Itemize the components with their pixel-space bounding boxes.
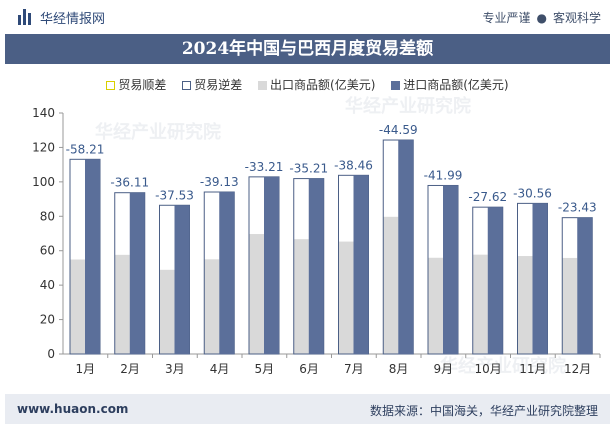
balance-data-label: -38.46	[334, 158, 373, 172]
import-bar	[85, 159, 100, 354]
legend-item-export: 出口商品额(亿美元)	[258, 76, 375, 93]
export-bar	[472, 254, 488, 354]
legend-swatch-surplus	[106, 81, 116, 90]
x-tick-label: 6月	[299, 362, 319, 376]
y-tick-label: 80	[40, 209, 55, 223]
y-tick-label: 140	[32, 106, 55, 120]
legend-label: 贸易逆差	[194, 78, 243, 92]
export-bar	[517, 256, 533, 354]
x-tick-label: 7月	[344, 362, 364, 376]
balance-data-label: -33.21	[245, 160, 284, 174]
legend-label: 贸易顺差	[118, 78, 167, 92]
legend-label: 进口商品额(亿美元)	[403, 78, 509, 92]
legend-item-import: 进口商品额(亿美元)	[391, 76, 509, 93]
balance-data-label: -39.13	[200, 175, 239, 189]
export-bar	[383, 216, 399, 354]
export-bar	[338, 241, 354, 354]
x-tick-label: 2月	[120, 362, 140, 376]
import-bar	[264, 176, 279, 354]
export-bar	[428, 257, 443, 354]
x-tick-label: 10月	[474, 362, 501, 376]
y-tick-label: 60	[40, 244, 55, 258]
balance-data-label: -27.62	[468, 190, 507, 204]
legend-swatch-import	[391, 81, 401, 90]
import-bar	[174, 205, 190, 354]
x-tick-label: 4月	[210, 362, 230, 376]
dot-separator-icon: ●	[536, 11, 547, 25]
balance-data-label: -30.56	[513, 186, 552, 200]
x-tick-label: 11月	[519, 362, 546, 376]
balance-data-label: -37.53	[155, 188, 194, 202]
export-bar	[562, 257, 578, 354]
export-bar	[70, 259, 85, 354]
chart-legend: 贸易顺差 贸易逆差 出口商品额(亿美元) 进口商品额(亿美元)	[0, 76, 615, 93]
legend-item-deficit: 贸易逆差	[182, 76, 242, 93]
y-tick-label: 120	[32, 140, 55, 154]
import-bar	[443, 185, 458, 354]
top-bar: 华经情报网 专业严谨 ● 客观科学	[0, 0, 615, 34]
export-bar	[114, 254, 130, 354]
balance-data-label: -44.59	[379, 123, 418, 137]
tagline: 专业严谨 ● 客观科学	[482, 9, 601, 26]
balance-data-label: -36.11	[110, 176, 149, 190]
chart-title: 2024年中国与巴西月度贸易差额	[5, 34, 610, 64]
legend-swatch-export	[258, 81, 268, 90]
y-tick-label: 0	[47, 347, 55, 361]
import-bar	[219, 192, 235, 354]
import-bar	[398, 140, 414, 354]
export-bar	[204, 259, 220, 354]
watermark: 华经产业研究院	[345, 96, 471, 117]
x-tick-label: 1月	[76, 362, 96, 376]
y-tick-label: 40	[40, 278, 55, 292]
balance-data-label: -41.99	[424, 168, 463, 182]
data-source: 数据来源：中国海关，华经产业研究院整理	[369, 404, 598, 418]
site-name: 华经情报网	[40, 12, 106, 27]
balance-data-label: -58.21	[66, 142, 105, 156]
watermark: 华经产业研究院	[95, 122, 221, 143]
import-bar	[129, 192, 145, 354]
import-bar	[308, 178, 324, 354]
tagline-left: 专业严谨	[482, 11, 531, 25]
footer-url[interactable]: www.huaon.com	[17, 402, 129, 416]
x-tick-label: 8月	[389, 362, 409, 376]
import-bar	[353, 175, 369, 354]
x-tick-label: 3月	[165, 362, 185, 376]
legend-swatch-deficit	[182, 81, 192, 90]
logo-icon	[18, 9, 32, 25]
x-tick-label: 5月	[255, 362, 275, 376]
balance-data-label: -23.43	[558, 201, 597, 215]
export-bar	[293, 239, 309, 354]
y-tick-label: 100	[32, 175, 55, 189]
export-bar	[159, 269, 175, 354]
export-bar	[249, 234, 264, 354]
watermark: 华经产业研究院	[440, 356, 566, 377]
footer: www.huaon.com 数据来源：中国海关，华经产业研究院整理	[5, 394, 610, 424]
tagline-right: 客观科学	[552, 11, 601, 25]
x-tick-label: 9月	[434, 362, 454, 376]
balance-data-label: -35.21	[289, 162, 328, 176]
import-bar	[532, 203, 548, 354]
y-tick-label: 20	[40, 313, 55, 327]
import-bar	[487, 207, 503, 354]
legend-label: 出口商品额(亿美元)	[270, 78, 376, 92]
x-tick-label: 12月	[564, 362, 591, 376]
import-bar	[577, 217, 593, 354]
legend-item-surplus: 贸易顺差	[106, 76, 166, 93]
